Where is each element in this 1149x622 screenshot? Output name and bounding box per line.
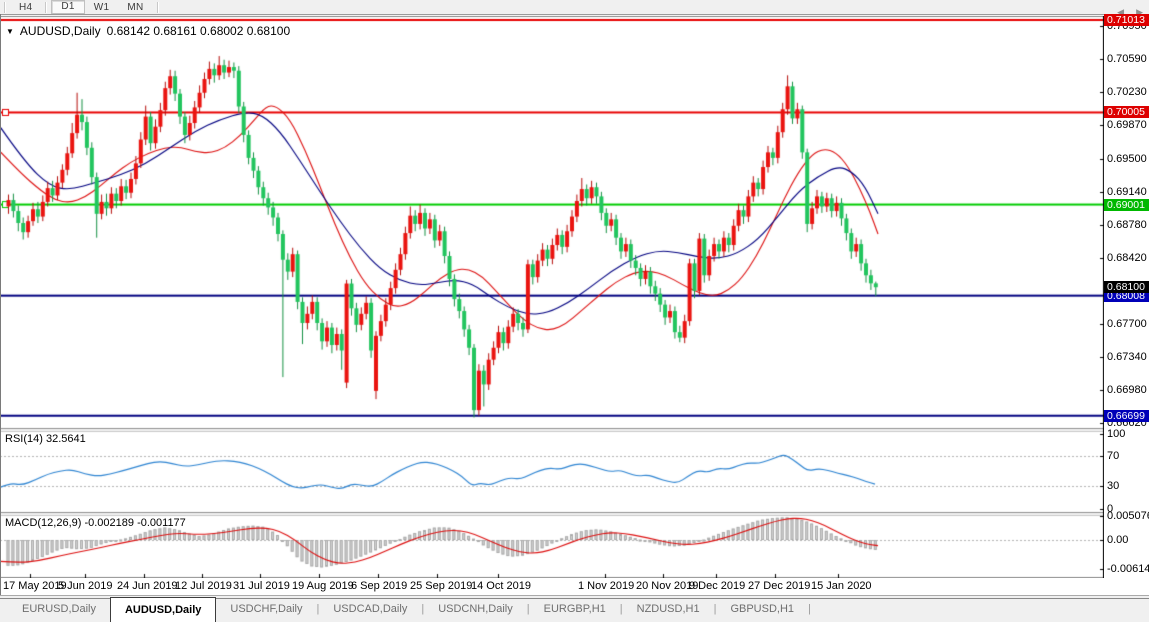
chart-tab-eurusd[interactable]: EURUSD,Daily: [22, 603, 96, 615]
tab-separator: |: [526, 603, 530, 615]
tab-separator: |: [316, 603, 320, 615]
tab-separator: |: [713, 603, 717, 615]
chart-tab-bar: EURUSD,Daily AUDUSD,Daily USDCHF,Daily | USD…: [0, 597, 1149, 622]
toolbar-separator: [156, 1, 159, 13]
price-tick-label: 0.69500: [1107, 152, 1147, 165]
macd-scale-label: -0.006148: [1107, 562, 1149, 575]
rsi-scale-label: 70: [1107, 450, 1120, 462]
price-tick-label: 0.69140: [1107, 185, 1147, 198]
date-label: 12 Jul 2019: [175, 580, 232, 592]
price-tick-label: 0.69870: [1107, 118, 1147, 131]
chart-tab-usdcad[interactable]: USDCAD,Daily: [333, 603, 408, 615]
date-label: 27 Dec 2019: [748, 580, 811, 592]
window-left-border: [0, 14, 1, 596]
tab-scroll-buttons: ◀ ▶: [1117, 7, 1143, 18]
timeframe-button-mn[interactable]: MN: [127, 1, 144, 13]
chart-tab-usdcnh[interactable]: USDCNH,Daily: [438, 603, 513, 615]
date-axis[interactable]: 17 May 2019 5 Jun 2019 24 Jun 2019 12 Jul 2…: [1, 578, 1149, 595]
chart-tab-nzdusd[interactable]: NZDUSD,H1: [636, 603, 700, 615]
tab-separator: |: [619, 603, 623, 615]
date-label: 25 Sep 2019: [410, 580, 473, 592]
rsi-scale-label: 30: [1107, 480, 1120, 492]
date-label: 9 Dec 2019: [689, 580, 746, 592]
tab-separator: |: [808, 603, 811, 615]
level-price-badge: 0.71013: [1104, 14, 1149, 26]
rsi-scale-label: 100: [1107, 427, 1126, 440]
timeframe-button-d1[interactable]: D1: [51, 0, 85, 14]
macd-scale-label: 0.005076: [1107, 510, 1149, 523]
date-label: 14 Oct 2019: [471, 580, 531, 592]
price-tick-label: 0.68780: [1107, 218, 1147, 231]
chart-tab-eurgbp[interactable]: EURGBP,H1: [543, 603, 606, 615]
price-tick-label: 0.66980: [1107, 383, 1147, 396]
date-label: 1 Nov 2019: [578, 580, 635, 592]
chart-tab-usdchf[interactable]: USDCHF,Daily: [230, 603, 303, 615]
price-tick-label: 0.67340: [1107, 350, 1147, 363]
price-tick-label: 0.68420: [1107, 251, 1147, 264]
date-label: 15 Jan 2020: [811, 580, 872, 592]
current-price-badge: 0.68100: [1104, 281, 1149, 294]
tab-scroll-left-icon[interactable]: ◀: [1117, 7, 1125, 17]
ohlc-values: 0.68142 0.68161 0.68002 0.68100: [106, 24, 291, 38]
date-label: 6 Sep 2019: [351, 580, 408, 592]
toolbar-separator: [45, 1, 48, 13]
chart-canvas[interactable]: [0, 16, 1104, 578]
chevron-down-icon: ▼: [6, 26, 14, 36]
tab-scroll-right-icon[interactable]: ▶: [1136, 7, 1143, 17]
rsi-scale-label: 0: [1107, 502, 1114, 515]
macd-label: MACD(12,26,9) -0.002189 -0.001177: [5, 517, 186, 529]
price-tick-label: 0.67700: [1107, 317, 1147, 330]
price-axis[interactable]: 0.709500.705900.702300.698700.695000.691…: [1104, 14, 1149, 578]
macd-scale-label: 0.00: [1107, 534, 1129, 546]
price-tick-label: 0.70590: [1107, 52, 1147, 65]
symbol-ohlc-title: ▼ AUDUSD,Daily 0.68142 0.68161 0.68002 0…: [6, 24, 290, 38]
level-price-badge: 0.66699: [1104, 409, 1149, 422]
level-price-badge: 0.70005: [1104, 106, 1149, 119]
timeframe-toolbar: H4 D1 W1 MN: [0, 0, 1149, 15]
date-label: 24 Jun 2019: [117, 580, 178, 592]
toolbar-separator: [4, 1, 6, 13]
chart-tab-audusd[interactable]: AUDUSD,Daily: [109, 597, 217, 622]
timeframe-button-w1[interactable]: W1: [93, 1, 110, 13]
price-tick-label: 0.70230: [1107, 85, 1147, 98]
timeframe-button-h4[interactable]: H4: [19, 1, 33, 13]
rsi-label: RSI(14) 32.5641: [5, 433, 86, 445]
chart-tab-gbpusd[interactable]: GBPUSD,H1: [730, 603, 795, 615]
date-label: 19 Aug 2019: [292, 580, 354, 592]
date-label: 5 Jun 2019: [58, 580, 113, 592]
date-label: 20 Nov 2019: [636, 580, 699, 592]
status-strip: [0, 595, 1149, 599]
tab-separator: |: [421, 603, 425, 615]
date-label: 17 May 2019: [3, 580, 67, 592]
symbol-label: AUDUSD,Daily: [19, 24, 101, 38]
level-price-badge: 0.69001: [1104, 198, 1149, 211]
date-label: 31 Jul 2019: [233, 580, 290, 592]
